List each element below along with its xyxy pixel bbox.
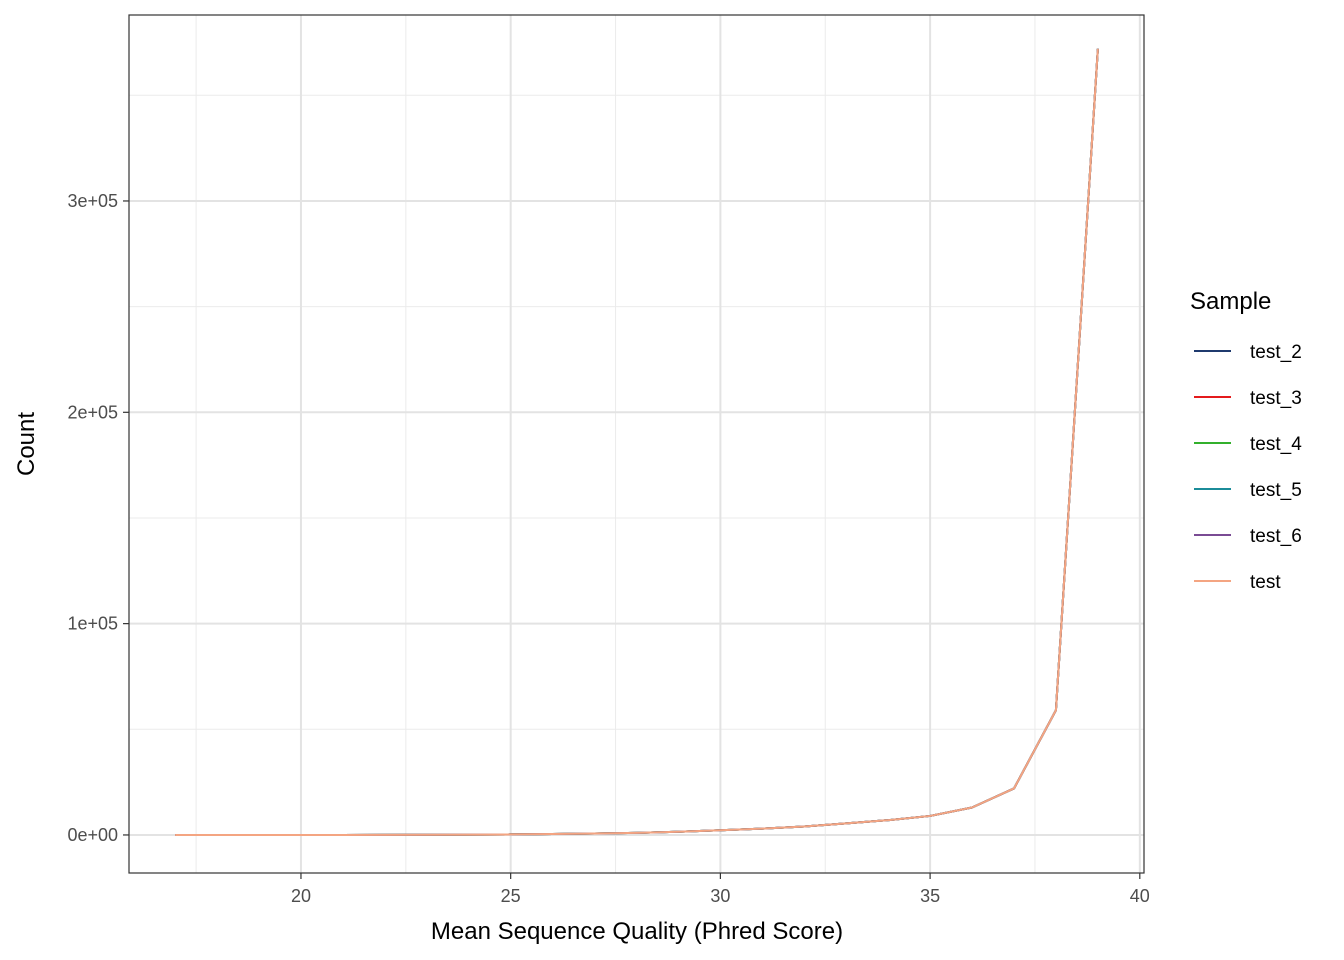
series-line-test xyxy=(175,48,1099,836)
x-axis-title: Mean Sequence Quality (Phred Score) xyxy=(431,918,843,945)
legend-title: Sample xyxy=(1190,288,1271,315)
plot-panel-border xyxy=(128,14,1145,874)
y-tick-label: 1e+05 xyxy=(67,614,118,634)
x-tick-label: 25 xyxy=(501,886,521,906)
y-tick-label: 2e+05 xyxy=(67,402,118,422)
legend-label-test: test xyxy=(1250,572,1281,593)
legend-label-test-5: test_5 xyxy=(1250,480,1302,501)
series-lines xyxy=(175,48,1099,836)
x-tick-label: 40 xyxy=(1130,886,1150,906)
y-axis-title: Count xyxy=(13,412,40,476)
y-tick-label: 3e+05 xyxy=(67,191,118,211)
legend-label-test-4: test_4 xyxy=(1250,434,1302,455)
axes: 20 25 30 35 40 0e+00 1e+05 2e+05 3e+05 xyxy=(67,191,1149,906)
grid xyxy=(129,15,1144,873)
legend-label-test-2: test_2 xyxy=(1250,342,1302,363)
x-tick-label: 35 xyxy=(920,886,940,906)
legend: Sample test_2 test_3 test_4 test_5 test_6tes… xyxy=(1190,288,1302,593)
x-tick-label: 30 xyxy=(710,886,730,906)
y-tick-label: 0e+00 xyxy=(67,825,118,845)
x-tick-label: 20 xyxy=(291,886,311,906)
legend-label-test-3: test_3 xyxy=(1250,388,1302,409)
legend-label-test-6: test_6 xyxy=(1250,526,1302,547)
